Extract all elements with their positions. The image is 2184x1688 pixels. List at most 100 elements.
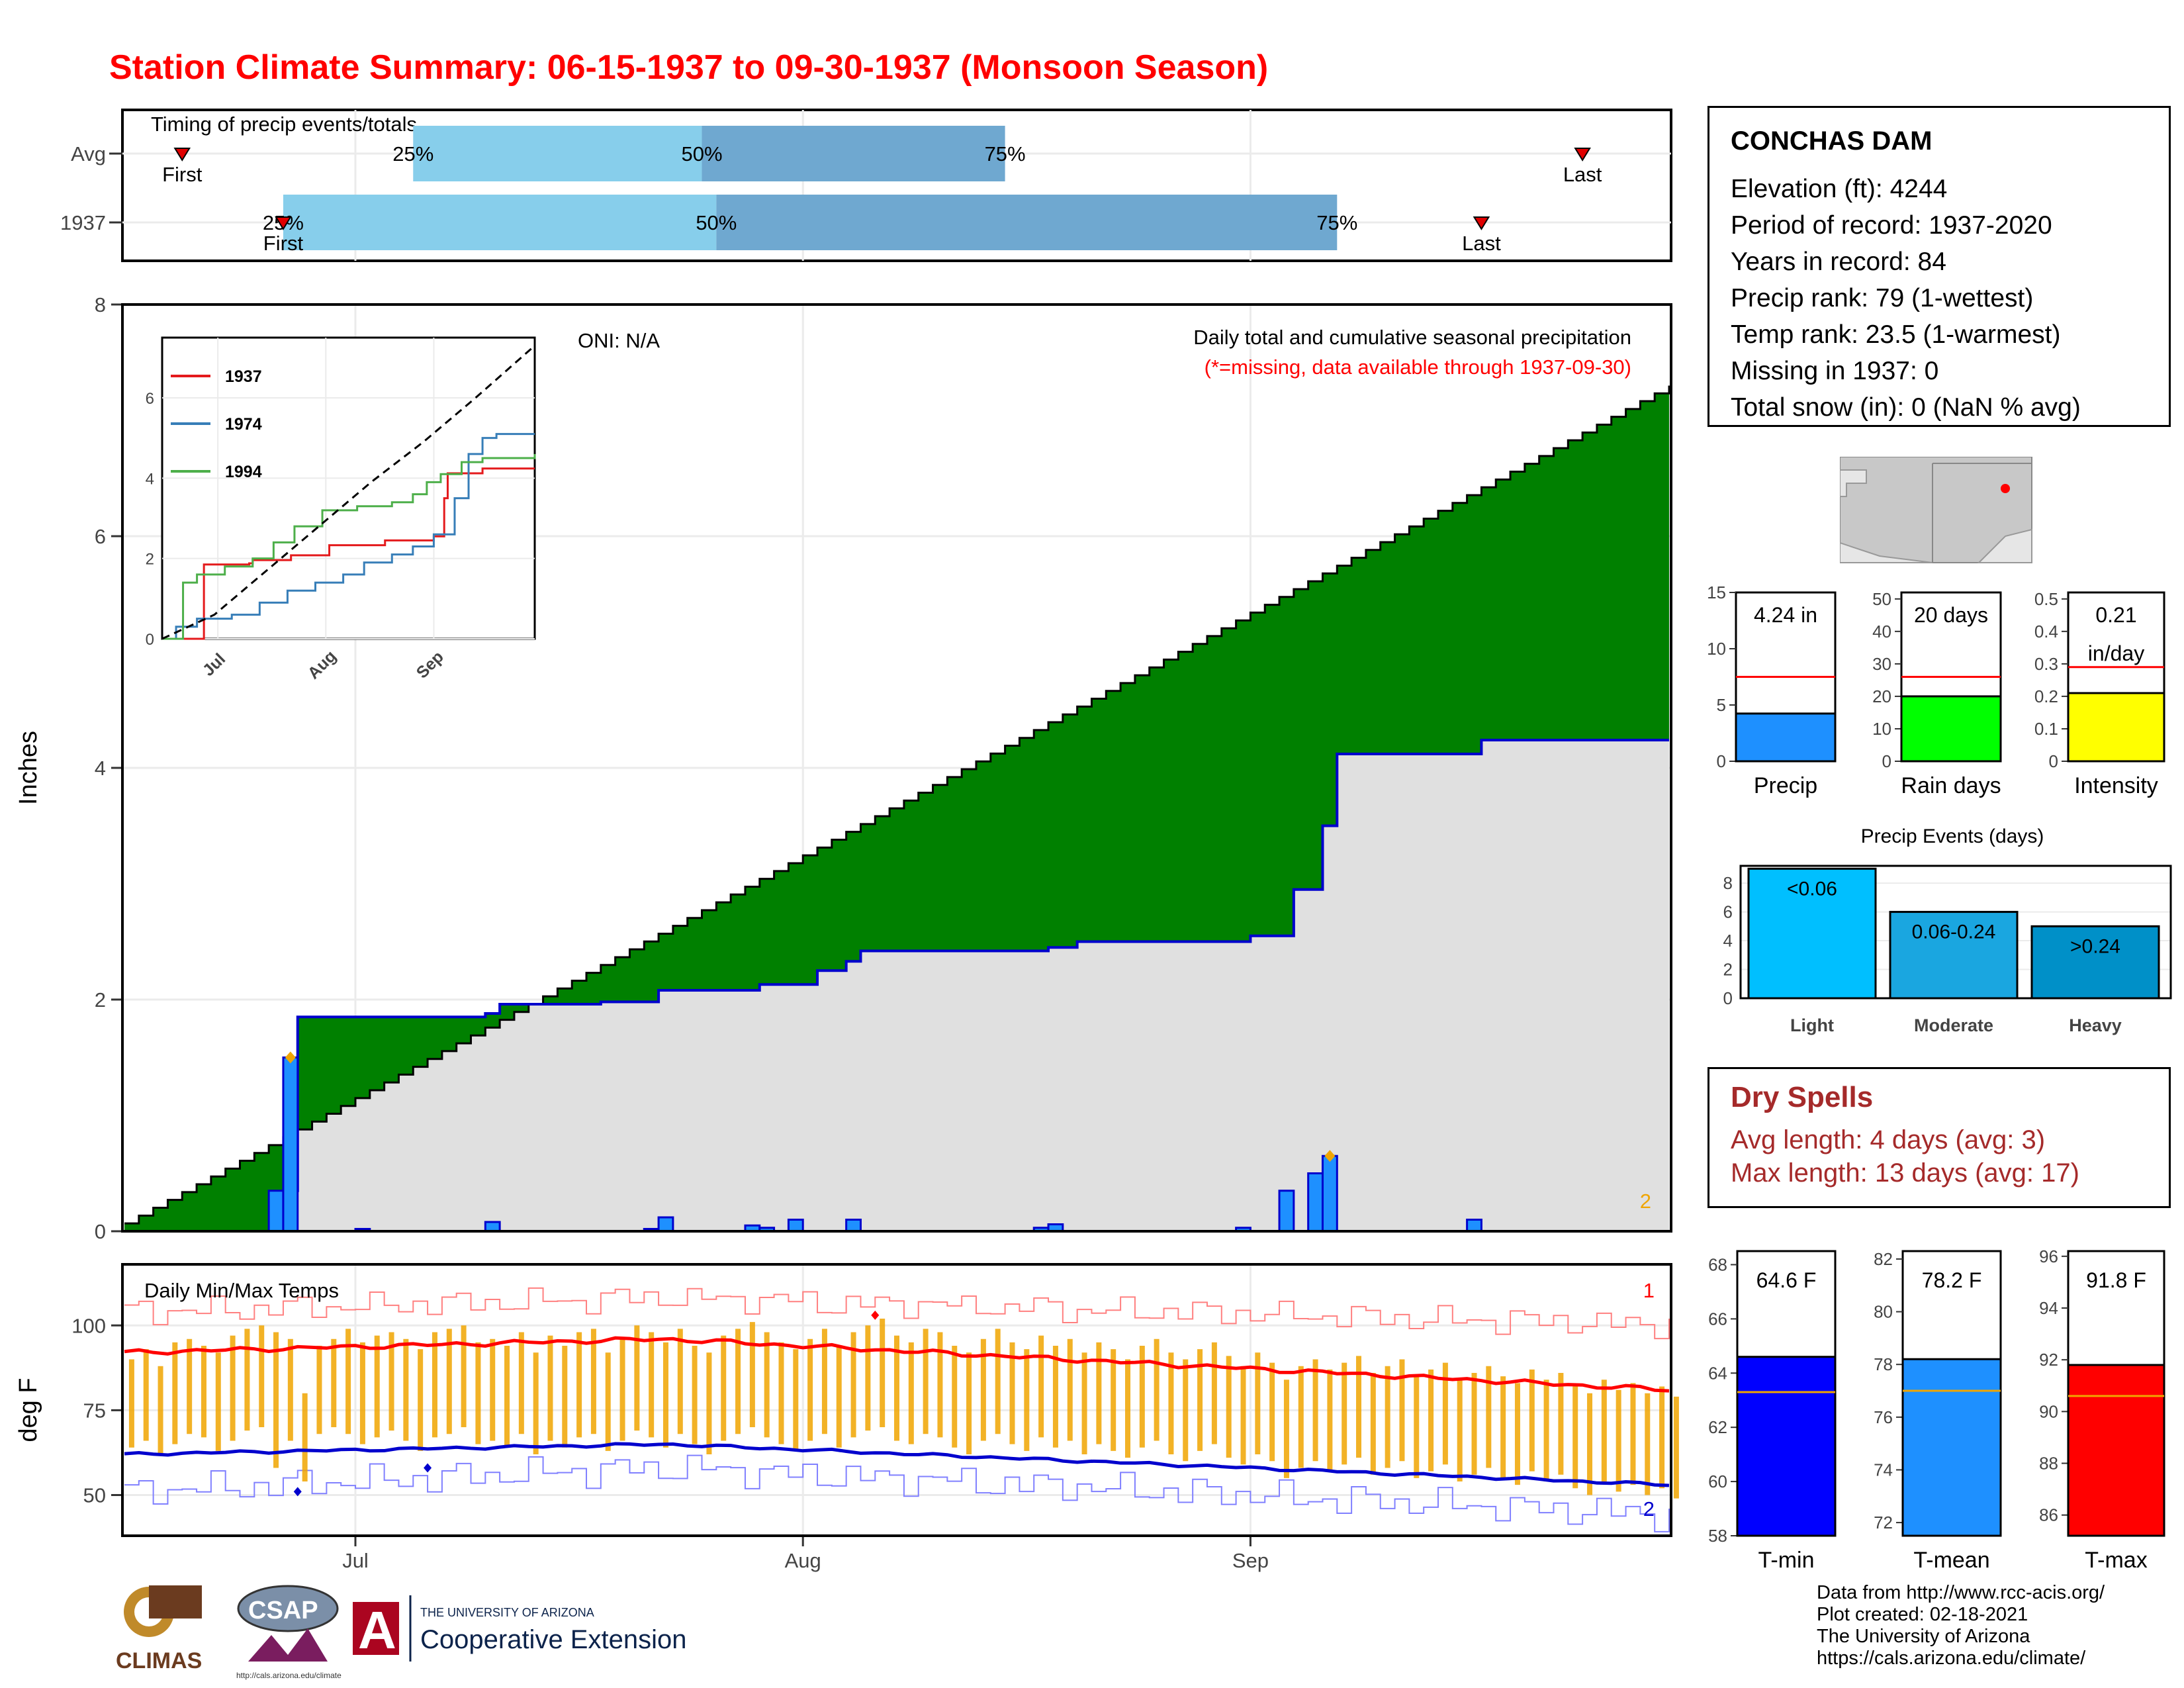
daily-temp-bar (562, 1346, 568, 1448)
precip_total-y-tick-label: 0 (1717, 751, 1726, 771)
daily-temp-bar (201, 1346, 206, 1438)
temp-y-tick-label: 100 (71, 1314, 106, 1337)
cumulative-1937-line (124, 739, 1669, 1233)
ua-logo-big-text: Cooperative Extension (420, 1625, 686, 1654)
inset-y-tick-label: 4 (146, 470, 154, 488)
csap-url: http://cals.arizona.edu/climate (236, 1671, 341, 1680)
daily-temp-bar (908, 1342, 914, 1444)
daily-precip-bar (1307, 1172, 1324, 1233)
events-category-label: Heavy (2069, 1015, 2122, 1035)
daily-temp-bar (1269, 1362, 1275, 1462)
precip-y-tick-label: 4 (95, 757, 106, 780)
daily-temp-bar (1428, 1369, 1434, 1472)
daily-temp-bar (634, 1325, 640, 1431)
csap-logo: CSAP http://cals.arizona.edu/climate (236, 1585, 341, 1680)
daily-temp-bar (1342, 1362, 1347, 1465)
daily-precip-bar (657, 1216, 674, 1233)
daily-temp-bar (1081, 1352, 1087, 1454)
precip-chart-subtitle: (*=missing, data available through 1937-… (1205, 355, 1631, 379)
precip-y-tick-label: 0 (95, 1220, 106, 1243)
timing-first-marker (275, 216, 292, 230)
inset-series-1937 (162, 467, 535, 640)
daily-temp-bar (1587, 1393, 1593, 1495)
timing-last-label: Last (1462, 232, 1501, 255)
daily-temp-bar (1486, 1366, 1492, 1468)
ua-logo-letter: A (358, 1601, 396, 1660)
daily-temp-bar (1154, 1338, 1160, 1441)
daily-temp-bar (1038, 1335, 1044, 1438)
inset-legend-label: 1974 (225, 415, 262, 434)
daily-temp-bar (1052, 1346, 1058, 1448)
daily-precip-bar (787, 1219, 804, 1233)
precip-y-tick-label: 8 (95, 293, 106, 316)
daily-temp-bar (158, 1366, 163, 1454)
daily-temp-bar (1197, 1349, 1203, 1451)
climas-logo-text: CLIMAS (116, 1648, 202, 1673)
tmax-value-label: 91.8 F (2086, 1268, 2146, 1292)
station-info-line: Period of record: 1937-2020 (1731, 211, 2052, 240)
daily-temp-bar (1457, 1380, 1463, 1481)
credits: Data from http://www.rcc-acis.org/ Plot … (1817, 1582, 2105, 1669)
page-title: Station Climate Summary: 06-15-1937 to 0… (109, 48, 1269, 87)
precip-corner-label: 2 (1640, 1190, 1651, 1213)
daily-temp-bar (1370, 1373, 1376, 1475)
tmin-y-tick-label: 64 (1708, 1363, 1727, 1383)
events-bar-label: 0.06-0.24 (1912, 921, 1996, 943)
temp-frame (121, 1263, 1672, 1537)
daily-temp-bar (331, 1338, 337, 1427)
ua-logo: A THE UNIVERSITY OF ARIZONA Cooperative … (353, 1595, 686, 1662)
events-y-tick-label: 4 (1723, 931, 1733, 951)
daily-temp-bar (1168, 1352, 1174, 1454)
record-min-line (124, 1454, 1670, 1532)
tmean-y-tick-label: 78 (1874, 1354, 1893, 1374)
precip_total-y-tick-label: 10 (1707, 639, 1726, 659)
intensity-bar (2067, 692, 2165, 763)
daily-temp-bar (1211, 1342, 1217, 1444)
tmean-y-tick-label: 76 (1874, 1407, 1893, 1427)
daily-temp-bar (388, 1332, 394, 1431)
daily-temp-bar (590, 1329, 596, 1434)
daily-temp-bar (1659, 1386, 1665, 1489)
daily-temp-bar (749, 1322, 755, 1427)
daily-precip-bar (845, 1219, 862, 1233)
daily-temp-bar (1111, 1349, 1116, 1451)
timing-bar-50-75 (716, 195, 1338, 250)
daily-temp-bar (1312, 1359, 1318, 1462)
precip_total-bar (1735, 712, 1837, 763)
locator-map (1840, 457, 2032, 563)
precip-y-tick-label: 6 (95, 525, 106, 548)
oni-annotation: ONI: N/A (578, 329, 660, 352)
temp-y-tick-label: 75 (83, 1399, 106, 1422)
daily-temp-bar (316, 1346, 322, 1434)
climas-logo: CLIMAS (116, 1585, 202, 1673)
daily-temp-bar (1298, 1366, 1304, 1468)
daily-temp-bar (1543, 1380, 1549, 1481)
temp-y-axis-title: deg F (15, 1378, 42, 1442)
tmean-value-label: 78.2 F (1922, 1268, 1982, 1292)
timing-row-label: Avg (71, 142, 106, 165)
credit-line: Plot created: 02-18-2021 (1817, 1604, 2028, 1625)
tmax-y-tick-label: 88 (2039, 1454, 2058, 1474)
station-info-line: Elevation (ft): 4244 (1731, 175, 1948, 203)
inset-legend-label: 1937 (225, 367, 262, 386)
rain_days-y-tick-label: 20 (1872, 686, 1891, 706)
temp-chart: 50 75 100 Jul Aug Sep Daily Min/Max Temps 1 2 deg… (15, 1263, 1679, 1572)
daily-temp-bar (980, 1338, 986, 1441)
tmin-bar (1736, 1356, 1837, 1537)
tmin-category-label: T-min (1758, 1548, 1815, 1573)
events-y-tick-label: 8 (1723, 873, 1733, 893)
tmax-y-tick-label: 92 (2039, 1350, 2058, 1370)
events-bar-label: <0.06 (1787, 878, 1837, 900)
x-tick-label: Jul (342, 1549, 369, 1572)
precip-events-chart: Precip Events (days) 0 2 4 6 8 <0.06 Light 0.06-… (1723, 825, 2172, 1035)
daily-temp-bar (1558, 1373, 1564, 1475)
daily-temp-bar (1673, 1396, 1679, 1499)
tmean-y-tick-label: 74 (1874, 1460, 1893, 1479)
daily-temp-bar (128, 1359, 134, 1448)
timing-q75-label: 75% (985, 142, 1026, 165)
daily-temp-bar (1255, 1352, 1261, 1454)
timing-bar-25-50 (413, 126, 702, 181)
daily-precip-bar (1321, 1154, 1338, 1233)
intensity-value-label: 0.21 (2095, 603, 2136, 627)
daily-temp-bar (836, 1346, 842, 1448)
